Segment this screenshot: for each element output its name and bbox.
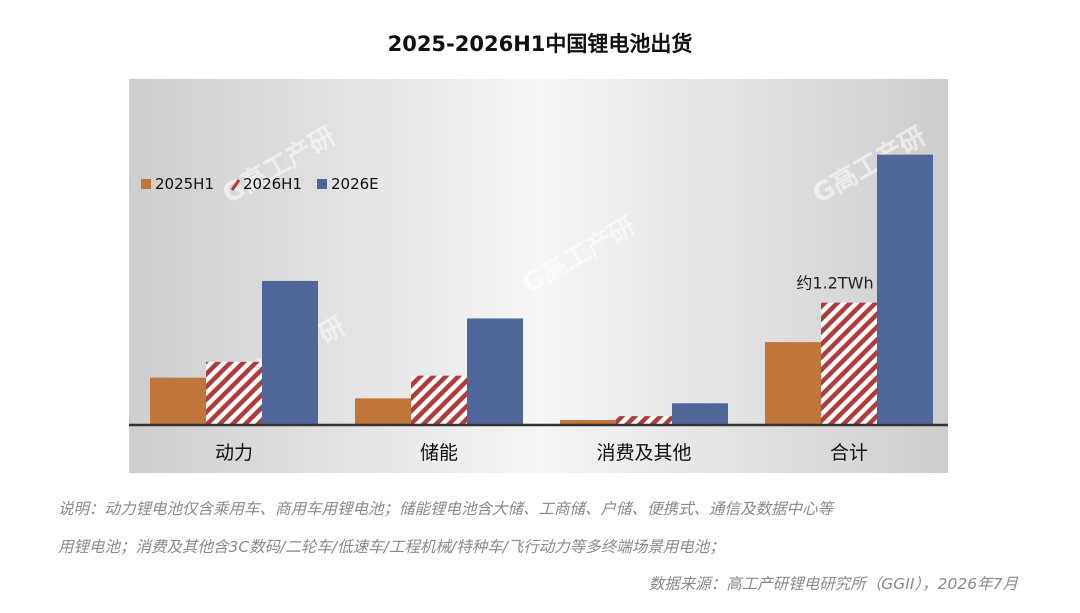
legend-label-0: 2025H1	[155, 175, 214, 193]
annotation-label: 约1.2TWh	[796, 274, 873, 293]
note-line-2: 用锂电池；消费及其他含3C数码/二轮车/低速车/工程机械/特种车/飞行动力等多终…	[58, 538, 725, 556]
bar-2026e-3	[877, 154, 933, 426]
legend-label-2: 2026E	[331, 175, 379, 193]
legend-swatch-2	[317, 179, 327, 189]
watermark-text: G高工产研	[217, 121, 341, 211]
legend-swatch-0	[141, 179, 151, 189]
bar-2025h1-0	[150, 377, 206, 425]
category-label-0: 动力	[215, 442, 253, 464]
data-source: 数据来源：高工产研锂电研究所（GGII），2026年7月	[648, 575, 1018, 593]
bar-2025h1-2	[560, 420, 616, 425]
bar-2026h1-1	[411, 375, 467, 425]
category-label-3: 合计	[830, 442, 868, 464]
bar-2026h1-3	[821, 302, 877, 425]
bar-2025h1-1	[355, 398, 411, 425]
chart-panel: G高工产研G高工产研G高工产研G高工产研G高工产研 动力储能消费及其他合计约1.…	[129, 79, 948, 473]
note-line-1: 说明：动力锂电池仅含乘用车、商用车用锂电池；储能锂电池含大储、工商储、户储、便携…	[58, 500, 834, 518]
bar-2026h1-0	[206, 361, 262, 425]
watermark-text: G高工产研	[517, 211, 641, 301]
bar-chart: G高工产研G高工产研G高工产研G高工产研G高工产研 动力储能消费及其他合计约1.…	[129, 121, 948, 464]
category-label-1: 储能	[420, 442, 458, 464]
legend-label-1: 2026H1	[243, 175, 302, 193]
bar-2026e-0	[262, 280, 318, 425]
bar-2026e-2	[672, 403, 728, 425]
chart-title: 2025-2026H1中国锂电池出货	[387, 32, 693, 56]
bar-2026h1-2	[616, 416, 672, 425]
legend-swatch-1	[230, 179, 241, 191]
bar-2026e-1	[467, 318, 523, 425]
category-label-2: 消费及其他	[596, 442, 691, 464]
bar-2025h1-3	[765, 342, 821, 425]
